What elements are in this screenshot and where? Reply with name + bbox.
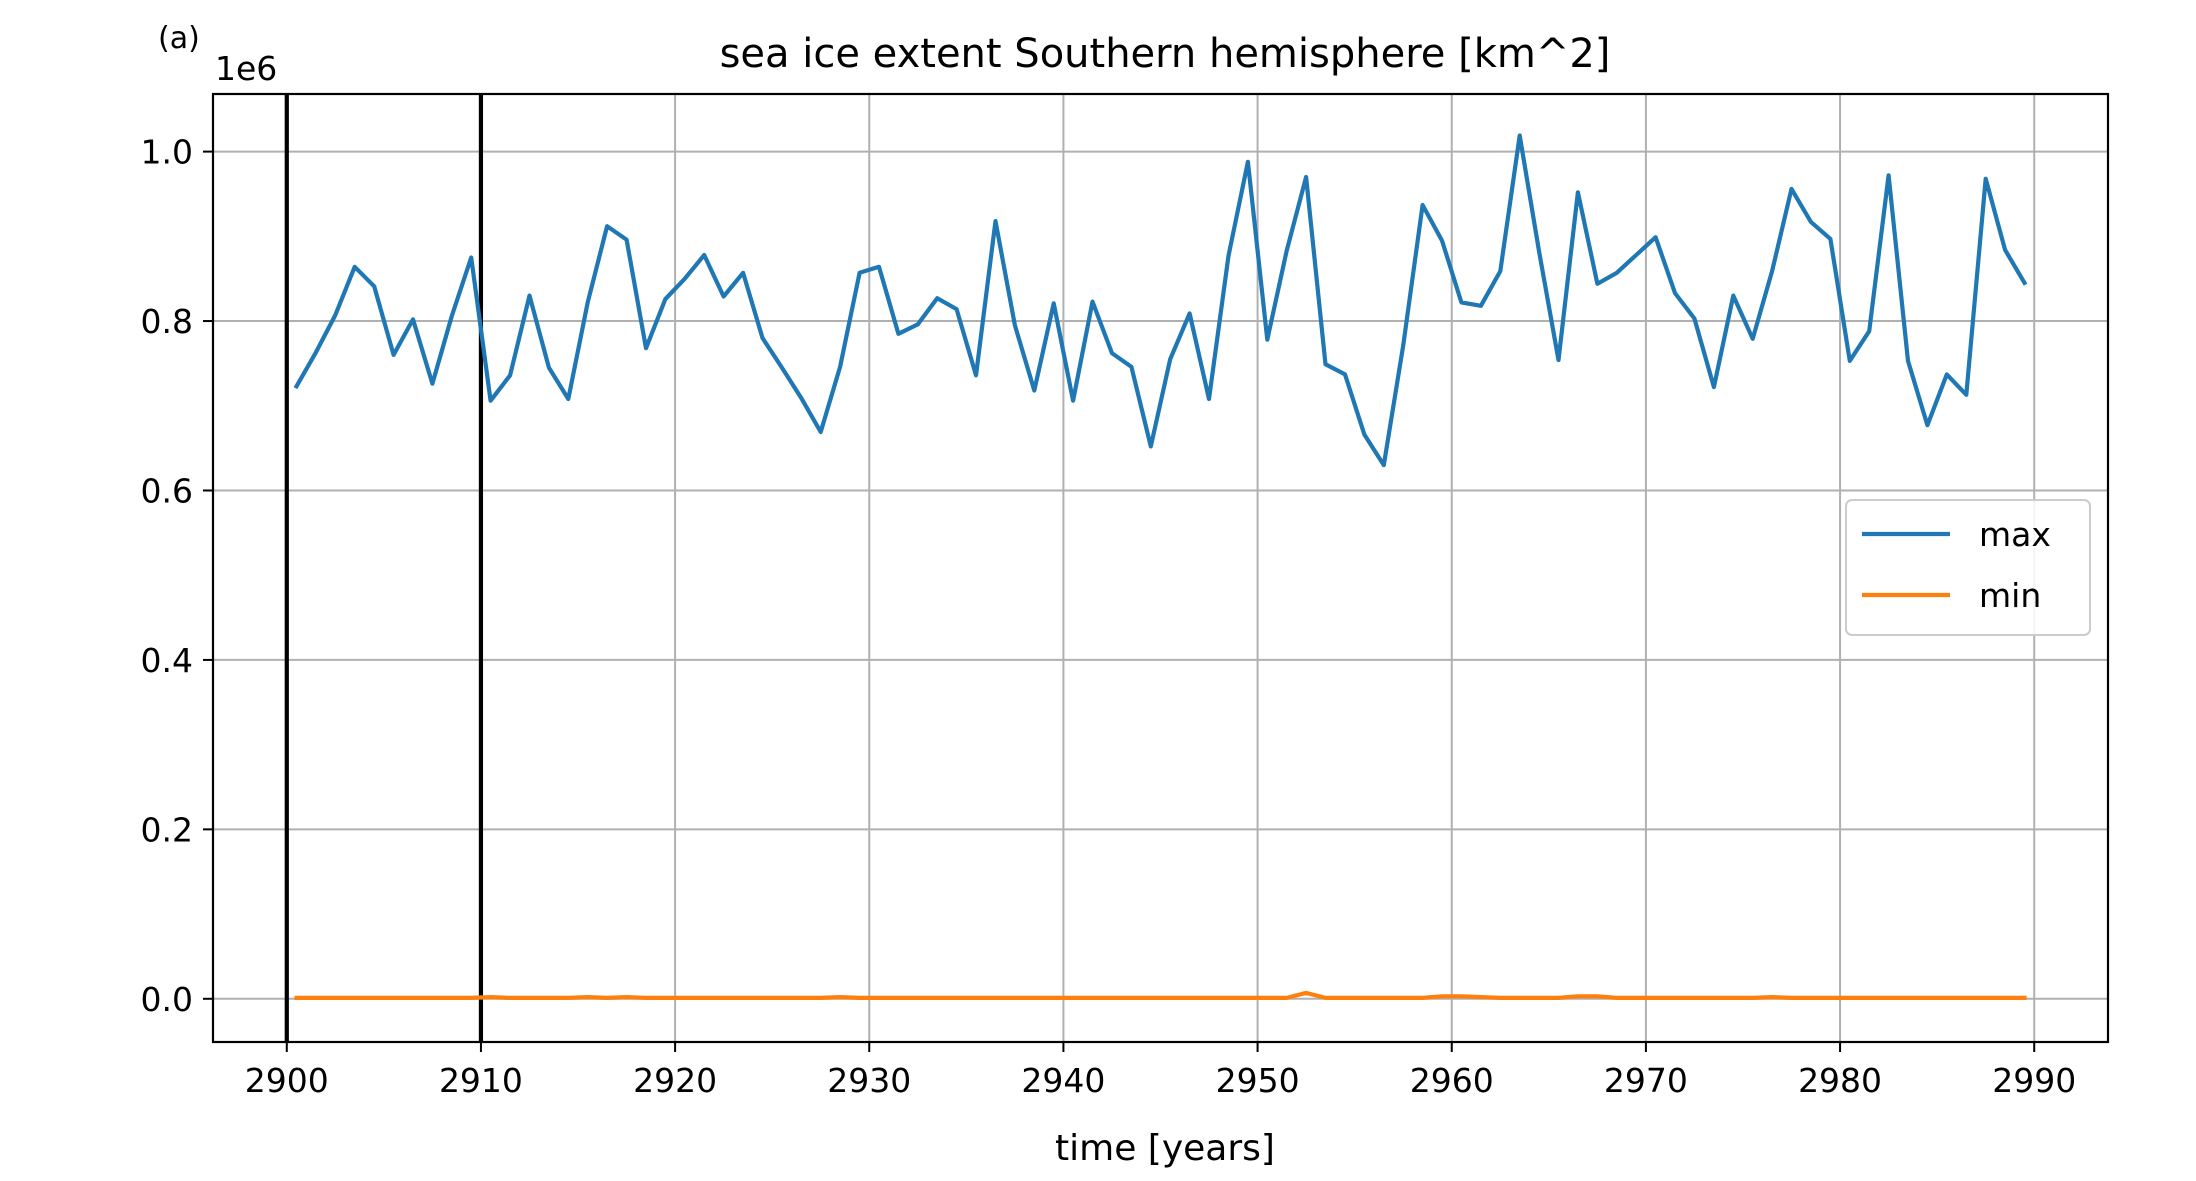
panel-label: (a) <box>158 21 200 56</box>
legend-label-max: max <box>1979 515 2051 554</box>
y-tick-label: 0.6 <box>141 471 193 510</box>
plot-frame <box>211 92 2110 1044</box>
vertical-marker-lines <box>284 94 484 1042</box>
legend-label-min: min <box>1979 576 2041 615</box>
y-tick-label: 0.2 <box>141 810 193 849</box>
x-tick-label: 2940 <box>1021 1061 1105 1100</box>
x-tick-label: 2910 <box>439 1061 523 1100</box>
x-tick-label: 2930 <box>827 1061 911 1100</box>
x-tick-label: 2920 <box>633 1061 717 1100</box>
series-layer <box>293 133 2028 1001</box>
y-tick-label: 0.0 <box>141 980 193 1019</box>
chart-title: sea ice extent Southern hemisphere [km^2… <box>720 31 1611 77</box>
series-line-min <box>294 990 2027 1001</box>
y-tick-label: 0.4 <box>141 641 193 680</box>
series-line-max <box>293 133 2028 468</box>
x-tick-label: 2900 <box>245 1061 329 1100</box>
x-tick-label: 2970 <box>1604 1061 1688 1100</box>
y-tick-label: 0.8 <box>141 302 193 341</box>
x-tick-label: 2960 <box>1410 1061 1494 1100</box>
x-axis-label: time [years] <box>1055 1128 1275 1169</box>
x-tick-label: 2990 <box>1992 1061 2076 1100</box>
x-tick-label: 2980 <box>1798 1061 1882 1100</box>
legend-box <box>1845 499 2091 636</box>
y-tick-label: 1.0 <box>141 133 193 172</box>
x-tick-label: 2950 <box>1216 1061 1300 1100</box>
y-offset-label: 1e6 <box>215 49 277 88</box>
tick-layer: 2900 2910 2920 2930 2940 2950 2960 2970 2980 2990… <box>141 133 2077 1100</box>
legend: max min <box>1845 499 2091 636</box>
